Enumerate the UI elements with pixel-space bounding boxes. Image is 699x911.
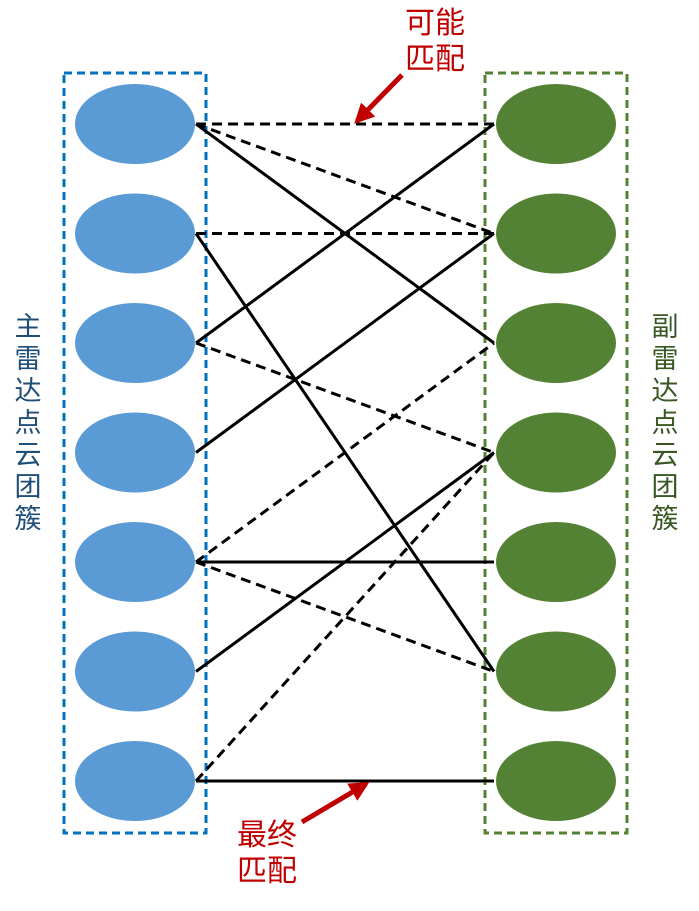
possible-match-note: 可能匹配 bbox=[405, 6, 465, 77]
secondary-cluster-label: 副雷达点云团簇 bbox=[651, 312, 679, 535]
possible-match-edge-5-6 bbox=[195, 560, 495, 673]
final-match-arrow bbox=[300, 781, 370, 825]
primary-node-7 bbox=[75, 741, 195, 821]
possible-match-edge-3-4 bbox=[195, 341, 495, 454]
primary-node-3 bbox=[75, 303, 195, 383]
primary-cluster-label: 主雷达点云团簇 bbox=[14, 312, 42, 535]
primary-node-4 bbox=[75, 412, 195, 493]
primary-node-2 bbox=[75, 193, 195, 274]
primary-cluster-box bbox=[62, 71, 208, 835]
secondary-node-5 bbox=[496, 522, 616, 602]
final-match-edge-4-2 bbox=[195, 232, 495, 454]
secondary-node-7 bbox=[496, 741, 616, 821]
secondary-node-4 bbox=[496, 412, 616, 493]
final-match-edge-6-4 bbox=[195, 451, 495, 673]
possible-match-edge-5-3 bbox=[195, 341, 495, 564]
primary-node-6 bbox=[75, 631, 195, 712]
primary-node-5 bbox=[75, 522, 195, 602]
node-group bbox=[75, 84, 616, 821]
secondary-cluster-box bbox=[483, 71, 629, 835]
edge-group bbox=[194, 122, 496, 783]
final-match-edge-3-1 bbox=[195, 122, 495, 345]
secondary-node-1 bbox=[496, 84, 616, 164]
secondary-node-3 bbox=[496, 303, 616, 383]
secondary-node-6 bbox=[496, 631, 616, 712]
possible-match-arrow bbox=[354, 73, 404, 124]
possible-match-edge-1-2 bbox=[195, 122, 495, 235]
possible-match-edge-7-4 bbox=[194, 451, 496, 783]
secondary-node-2 bbox=[496, 193, 616, 274]
final-match-note: 最终匹配 bbox=[237, 818, 297, 889]
primary-node-1 bbox=[75, 84, 195, 164]
